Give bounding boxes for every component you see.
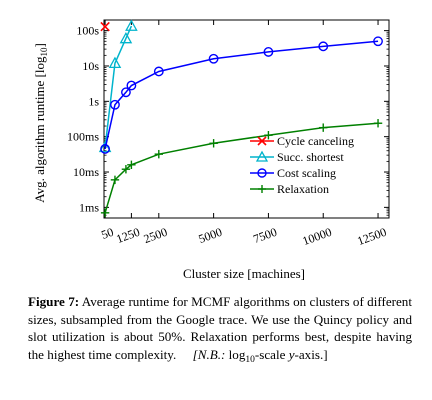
x-tick-label: 7500 [251,225,278,246]
marker-triangle [119,31,133,44]
y-tick-label: 10s [82,59,99,73]
figure-caption: Figure 7: Average runtime for MCMF algor… [28,293,412,369]
marker-plus [100,208,110,218]
series-succ-shortest [98,19,138,153]
x-tick-label: 50 [99,225,115,242]
marker-circle [110,99,120,110]
marker-plus [110,175,120,185]
caption-text: Average runtime for MCMF algorithms on c… [28,294,412,362]
legend-entry: Succ. shortest [250,150,344,164]
y-axis-label-sub: 10 [39,47,49,57]
marker-x [100,21,110,32]
caption-nb-scale: -scale [254,346,286,362]
marker-plus [258,185,266,193]
marker-triangle [98,140,112,153]
legend-entry: Relaxation [250,182,329,196]
marker-plus [154,149,164,159]
caption-nb-y: y [288,346,295,362]
x-axis-label: Cluster size [machines] [183,266,305,281]
marker-circle [121,87,131,98]
y-tick-label: 10ms [73,165,99,179]
series-relaxation [100,119,383,218]
y-tick-label: 1ms [79,200,99,214]
series-cost-scaling [100,36,383,154]
y-tick-label: 100ms [67,130,99,144]
marker-plus [209,139,218,148]
x-tick-label: 1250 [114,225,141,246]
y-axis-label-text: Avg. algorithm runtime [log [32,56,47,203]
x-tick-label: 2500 [142,225,169,246]
marker-circle [153,66,164,77]
x-tick-label: 10000 [301,225,334,248]
legend: Cycle canceling Succ. shortest Cost scalin… [250,134,354,196]
marker-circle [373,36,383,47]
y-axis-label-close: ] [32,43,47,47]
y-tick-label: 100s [76,24,99,38]
legend-label: Cost scaling [277,166,336,180]
x-tick-label: 12500 [355,225,388,248]
legend-label: Cycle canceling [277,134,354,148]
marker-circle [318,41,329,52]
plot-frame [103,19,390,219]
marker-plus [373,119,383,128]
caption-nb-sub: 10 [245,354,255,365]
caption-nb-axis: -axis.] [294,346,328,362]
caption-nb-log: log [225,346,246,362]
marker-triangle [125,19,138,31]
marker-triangle [108,56,122,69]
marker-circle [208,53,219,64]
marker-circle [126,80,137,91]
plot-area [103,19,390,219]
legend-label: Relaxation [277,182,329,196]
x-tick-label: 5000 [197,225,224,246]
marker-circle [257,168,267,178]
series-line [104,40,379,150]
marker-plus [264,131,273,140]
y-tick-label: 1s [88,94,99,108]
series-cycle-canceling [100,21,110,32]
caption-label: Figure 7: [28,294,80,309]
legend-entry: Cost scaling [250,166,336,180]
marker-plus [127,160,136,170]
caption-nb-label: [N.B.: [192,346,226,362]
y-axis-label: Avg. algorithm runtime [log10] [32,43,49,203]
marker-circle [100,144,110,154]
legend-label: Succ. shortest [277,150,344,164]
marker-plus [319,123,328,132]
marker-x [257,136,267,146]
marker-plus [121,165,131,174]
marker-circle [263,47,274,57]
data-series [98,19,383,218]
legend-entry: Cycle canceling [250,134,354,148]
marker-triangle [255,150,269,162]
series-line [104,25,133,148]
